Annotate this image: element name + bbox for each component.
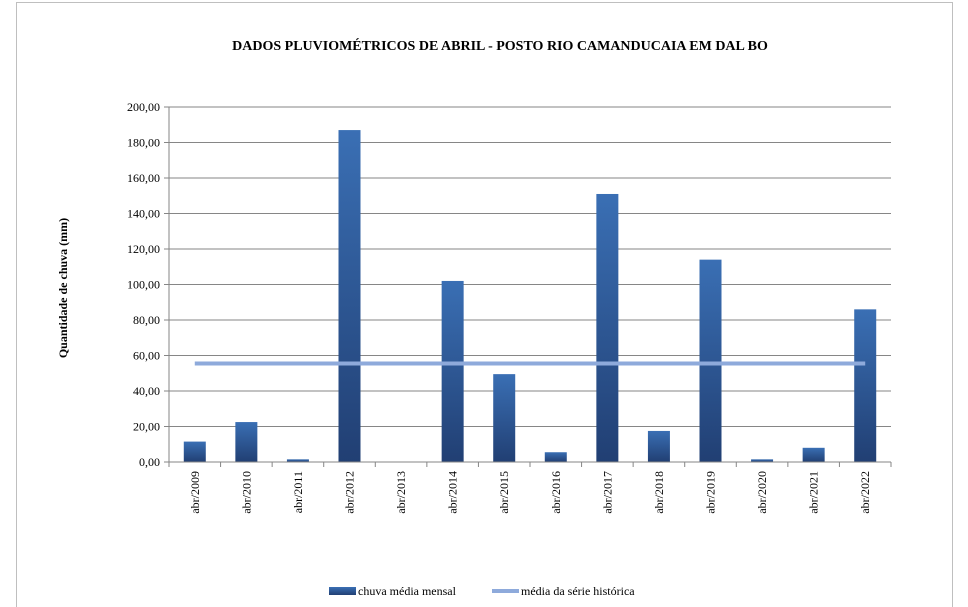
bar-abr-2015	[493, 374, 516, 462]
y-axis-ticks: 0,00 20,00 40,00 60,00 80,00 100,00 120,00 140,…	[127, 100, 160, 469]
bar-abr-2010	[235, 422, 258, 462]
y-tick-label: 180,00	[127, 136, 160, 150]
bar-abr-2021	[802, 447, 825, 462]
x-tick-label: abr/2014	[446, 471, 460, 514]
x-tick-label: abr/2013	[394, 471, 408, 514]
y-tick-label: 200,00	[127, 100, 160, 114]
y-tick-label: 100,00	[127, 278, 160, 292]
legend-label-line: média da série histórica	[521, 584, 635, 598]
y-tick-label: 140,00	[127, 207, 160, 221]
y-tick-label: 60,00	[133, 349, 160, 363]
x-tick-label: abr/2021	[807, 471, 821, 514]
x-tick-label: abr/2022	[858, 471, 872, 514]
bar-abr-2011	[286, 459, 309, 462]
x-tick-label: abr/2010	[239, 471, 253, 514]
x-tick-label: abr/2009	[188, 471, 202, 514]
y-tick-label: 0,00	[139, 455, 160, 469]
y-tick-label: 80,00	[133, 313, 160, 327]
bar-abr-2016	[544, 452, 567, 462]
x-tick-label: abr/2019	[704, 471, 718, 514]
y-tick-label: 120,00	[127, 242, 160, 256]
bar-abr-2020	[751, 459, 774, 462]
bar-abr-2017	[596, 193, 619, 462]
x-tick-label: abr/2011	[291, 471, 305, 513]
bar-series	[183, 130, 877, 462]
bar-abr-2014	[441, 280, 464, 462]
legend-swatch-bars	[329, 587, 356, 595]
bar-abr-2018	[647, 430, 670, 462]
x-tick-label: abr/2020	[755, 471, 769, 514]
x-tick-label: abr/2018	[652, 471, 666, 514]
x-axis-ticks: abr/2009 abr/2010 abr/2011 abr/2012 abr/2013…	[168, 462, 892, 514]
legend: chuva média mensal média da série histór…	[329, 584, 635, 598]
x-tick-label: abr/2015	[497, 471, 511, 514]
bar-abr-2019	[699, 259, 722, 462]
chart-title: DADOS PLUVIOMÉTRICOS DE ABRIL - POSTO RI…	[232, 37, 768, 54]
legend-label-bars: chuva média mensal	[358, 584, 457, 598]
x-tick-label: abr/2016	[549, 471, 563, 514]
y-tick-label: 20,00	[133, 420, 160, 434]
bar-abr-2022	[854, 309, 877, 462]
y-tick-label: 40,00	[133, 384, 160, 398]
y-axis-label: Quantidade de chuva (mm)	[56, 218, 70, 358]
y-tick-label: 160,00	[127, 171, 160, 185]
bar-abr-2009	[183, 441, 206, 462]
x-tick-label: abr/2017	[600, 471, 614, 514]
x-tick-label: abr/2012	[343, 471, 357, 514]
gridlines	[164, 106, 891, 463]
chart-frame	[16, 2, 953, 607]
bar-abr-2012	[338, 130, 361, 462]
